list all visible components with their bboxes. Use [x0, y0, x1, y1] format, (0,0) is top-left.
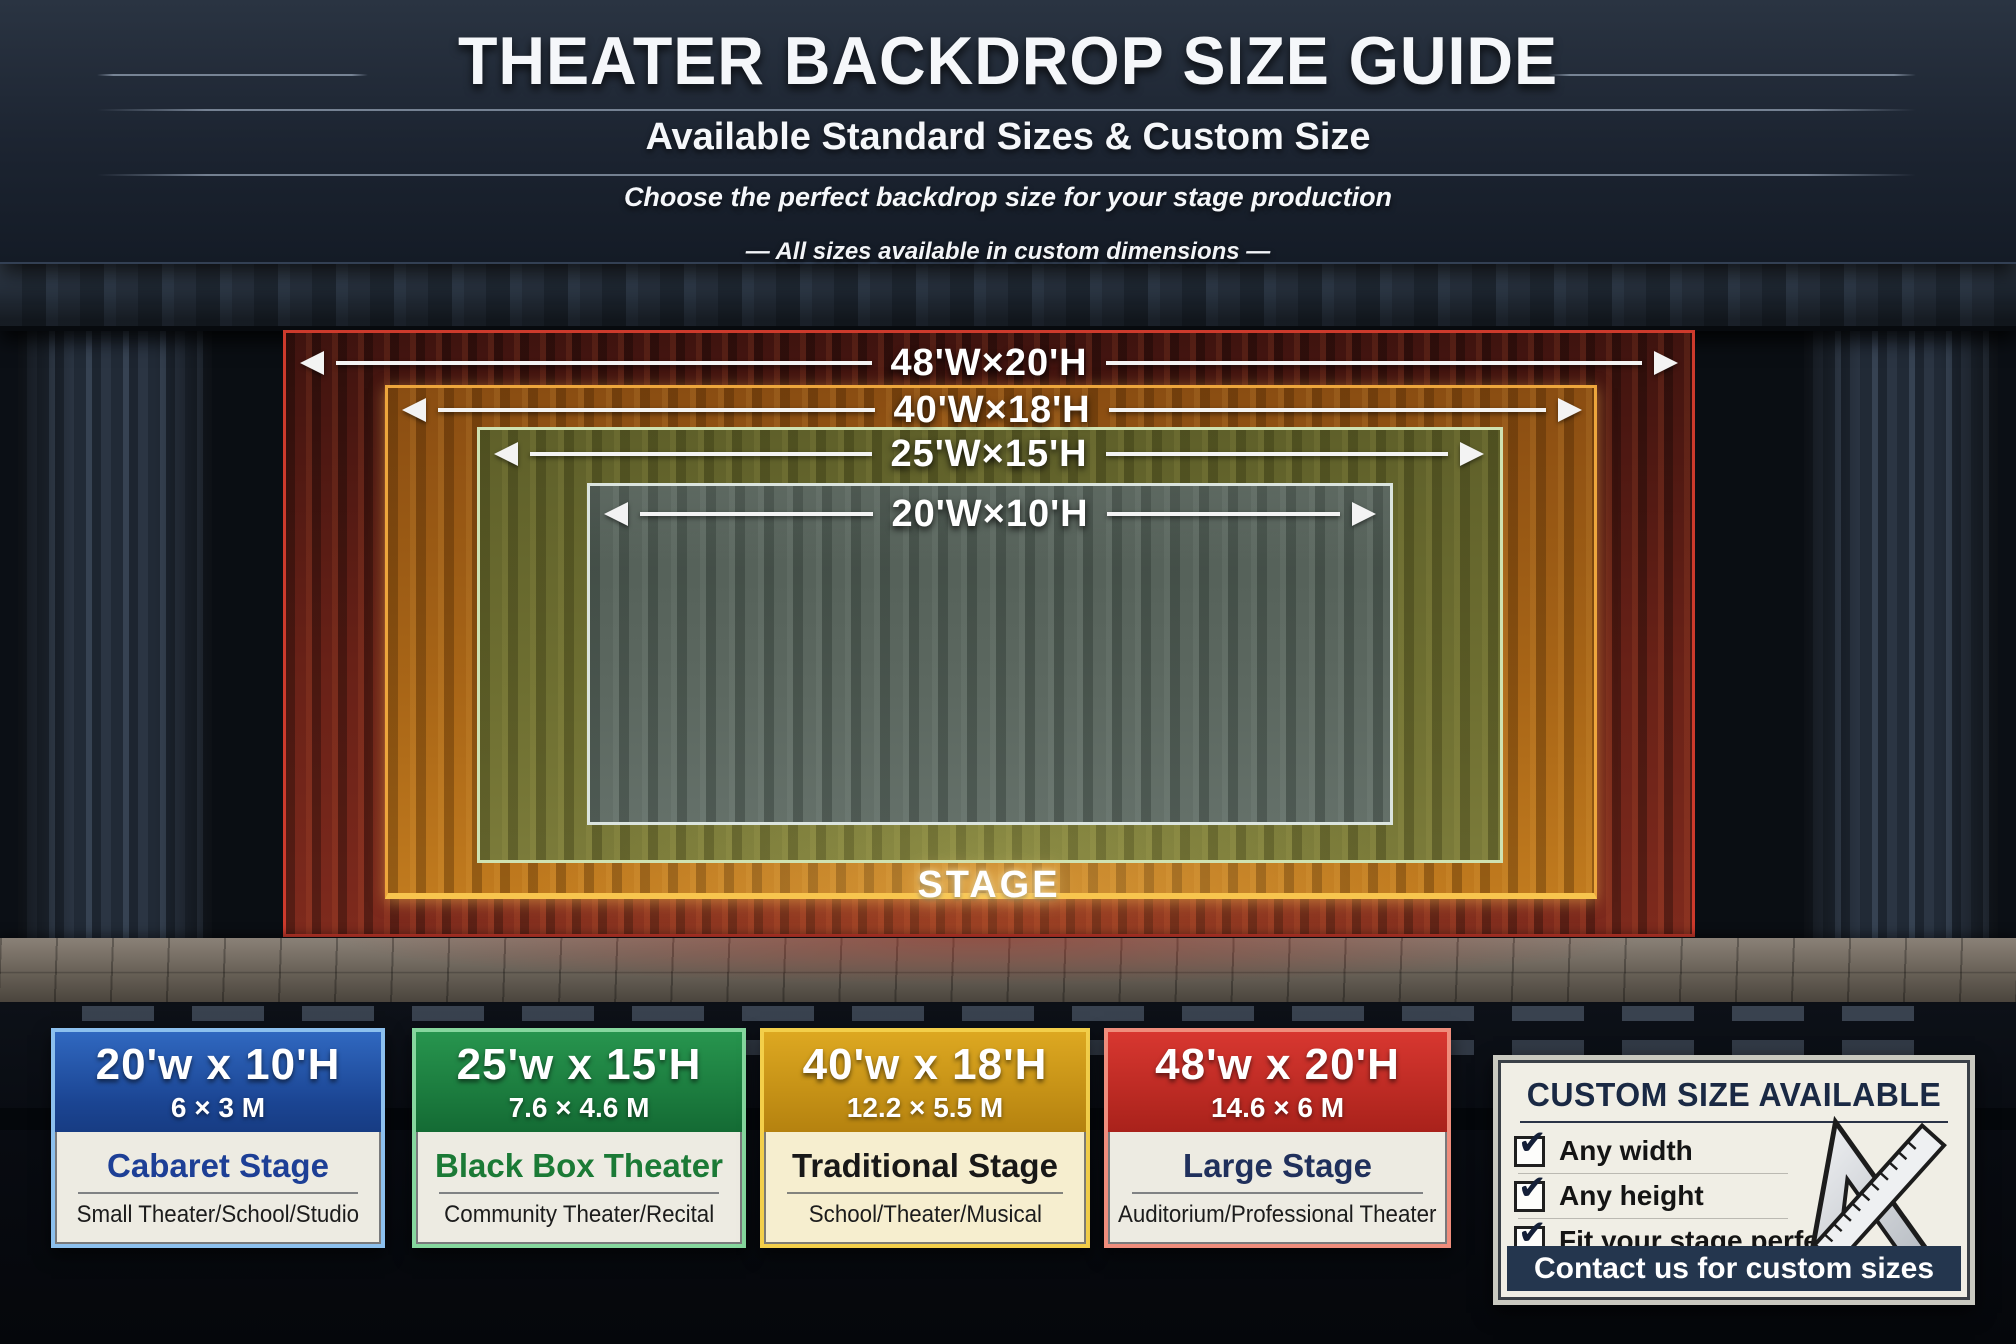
size-card-usage: Small Theater/School/Studio — [76, 1201, 360, 1228]
arrow-right-icon — [1460, 442, 1485, 466]
size-card-usage: School/Theater/Musical — [808, 1201, 1042, 1228]
arrow-right-icon — [1654, 351, 1679, 375]
size-card-usage: Auditorium/Professional Theater — [1118, 1201, 1437, 1228]
size-card-body: Black Box Theater Community Theater/Reci… — [416, 1132, 742, 1244]
size-card-divider — [438, 1192, 720, 1194]
size-card-metric: 12.2 × 5.5 M — [846, 1092, 1004, 1123]
arrow-left-icon — [494, 442, 518, 466]
size-card-48x20: 48'w x 20'H 14.6 × 6 M Large Stage Audit… — [1104, 1028, 1451, 1248]
arrow-left-icon — [300, 351, 324, 375]
size-card-name: Traditional Stage — [792, 1147, 1058, 1184]
backdrop-20x10 — [587, 483, 1393, 825]
stage-valance — [0, 262, 2016, 331]
page-title: THEATER BACKDROP SIZE GUIDE — [457, 23, 1559, 99]
stage-curtain-left — [18, 262, 212, 960]
dimension-label-20x10: 20'W×10'H — [891, 492, 1089, 535]
size-card-20x10: 20'w x 10'H 6 × 3 M Cabaret Stage Small … — [51, 1028, 385, 1248]
size-card-body: Cabaret Stage Small Theater/School/Studi… — [55, 1132, 381, 1244]
size-card-imperial: 20'w x 10'H — [95, 1040, 341, 1089]
size-card-body: Traditional Stage School/Theater/Musical — [764, 1132, 1086, 1244]
dimension-label-25x15: 25'W×15'H — [890, 432, 1088, 475]
custom-size-title: CUSTOM SIZE AVAILABLE — [1526, 1076, 1942, 1113]
page-subtitle: Available Standard Sizes & Custom Size — [645, 116, 1371, 158]
arrow-right-icon — [1558, 398, 1583, 422]
header-divider-line-lower — [97, 174, 1916, 176]
size-card-divider — [1131, 1192, 1424, 1194]
size-card-metric: 6 × 3 M — [170, 1092, 266, 1123]
custom-size-title-underline — [1520, 1121, 1948, 1123]
checkbox-checked-icon: ✔ — [1514, 1168, 1547, 1212]
size-card-name: Large Stage — [1183, 1147, 1372, 1184]
size-card-divider — [786, 1192, 1064, 1194]
dimension-arrow-48x20: 48'W×20'H — [300, 340, 1679, 386]
custom-feature-row: ✔ Any width — [1514, 1123, 1834, 1171]
custom-feature-label: Any height — [1559, 1180, 1704, 1211]
title-flank-line-left — [97, 74, 368, 76]
title-flank-line-right — [1548, 74, 1916, 76]
size-card-name: Cabaret Stage — [107, 1147, 329, 1184]
size-card-usage: Community Theater/Recital — [443, 1201, 715, 1228]
dimension-arrow-20x10: 20'W×10'H — [604, 492, 1377, 536]
apron-slat-row — [82, 1006, 1934, 1021]
size-card-body: Large Stage Auditorium/Professional Thea… — [1108, 1132, 1447, 1244]
size-card-imperial: 40'w x 18'H — [802, 1040, 1048, 1089]
size-card-header: 25'w x 15'H 7.6 × 4.6 M — [416, 1032, 742, 1132]
size-card-divider — [77, 1192, 359, 1194]
dimension-arrow-40x18: 40'W×18'H — [402, 388, 1583, 432]
feature-separator — [1518, 1173, 1788, 1174]
dimension-label-40x18: 40'W×18'H — [893, 388, 1091, 431]
arrow-left-icon — [604, 502, 628, 526]
stage-label: STAGE — [917, 864, 1061, 906]
tagline: Choose the perfect backdrop size for you… — [623, 182, 1393, 212]
dimension-arrow-25x15: 25'W×15'H — [494, 432, 1485, 476]
header-panel: THEATER BACKDROP SIZE GUIDE Available St… — [0, 0, 2016, 264]
size-card-40x18: 40'w x 18'H 12.2 × 5.5 M Traditional Sta… — [760, 1028, 1090, 1248]
stage-curtain-right — [1804, 262, 1998, 960]
size-card-header: 40'w x 18'H 12.2 × 5.5 M — [764, 1032, 1086, 1132]
stage-floor — [0, 938, 2016, 1002]
arrow-right-icon — [1352, 502, 1377, 526]
custom-feature-row: ✔ Any height — [1514, 1168, 1834, 1216]
custom-dimensions-note: — All sizes available in custom dimensio… — [745, 238, 1271, 265]
size-card-25x15: 25'w x 15'H 7.6 × 4.6 M Black Box Theate… — [412, 1028, 746, 1248]
header-divider-line-upper — [97, 109, 1916, 111]
size-card-metric: 14.6 × 6 M — [1210, 1092, 1345, 1123]
feature-separator — [1518, 1218, 1788, 1219]
custom-size-card: CUSTOM SIZE AVAILABLE ✔ Any width ✔ Any … — [1493, 1055, 1975, 1305]
arrow-left-icon — [402, 398, 426, 422]
set-square-ruler-icon — [1803, 1116, 1949, 1278]
dimension-label-48x20: 48'W×20'H — [890, 341, 1088, 384]
size-card-header: 48'w x 20'H 14.6 × 6 M — [1108, 1032, 1447, 1132]
size-card-imperial: 25'w x 15'H — [456, 1040, 702, 1089]
custom-size-footer: Contact us for custom sizes — [1507, 1246, 1961, 1291]
size-card-name: Black Box Theater — [435, 1147, 723, 1184]
size-card-metric: 7.6 × 4.6 M — [508, 1092, 650, 1123]
checkbox-checked-icon: ✔ — [1514, 1123, 1547, 1167]
custom-feature-label: Any width — [1559, 1135, 1693, 1166]
size-card-header: 20'w x 10'H 6 × 3 M — [55, 1032, 381, 1132]
size-card-imperial: 48'w x 20'H — [1155, 1040, 1400, 1089]
